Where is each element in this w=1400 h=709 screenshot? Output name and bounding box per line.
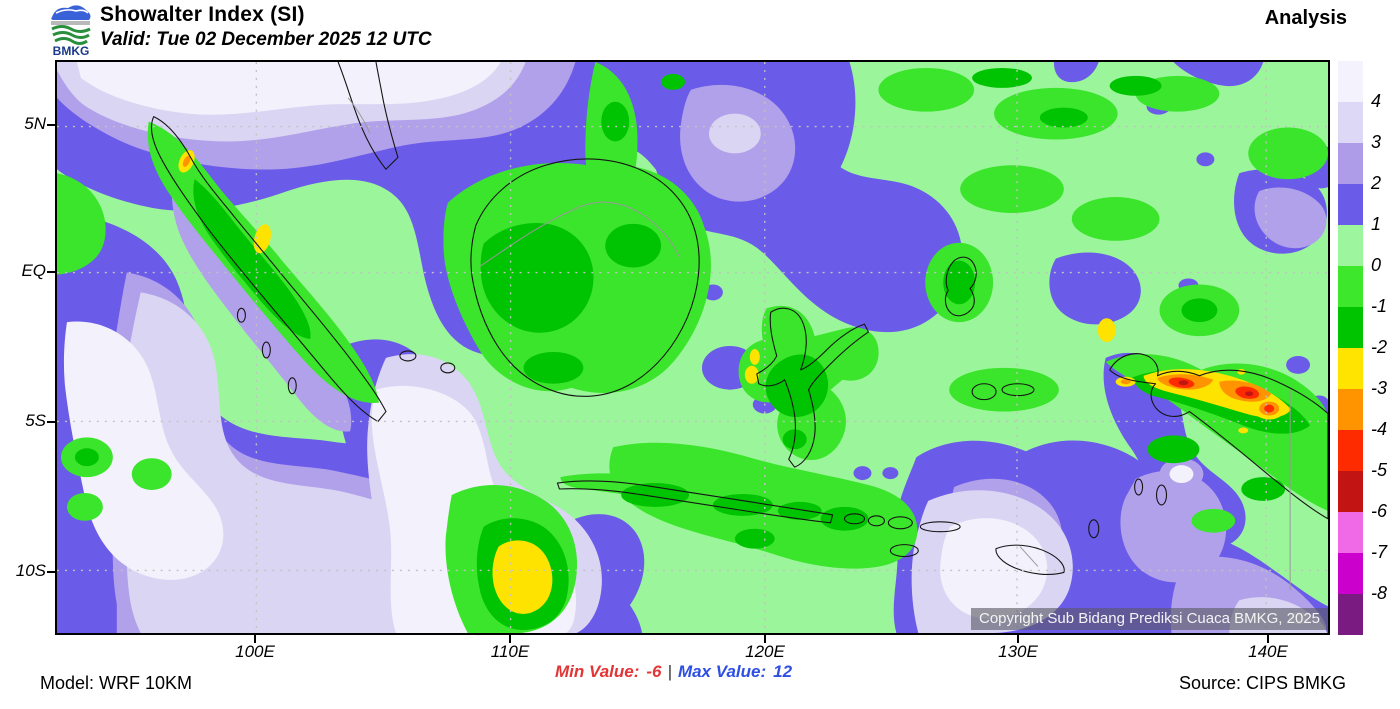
lat-tick-mark <box>47 421 55 423</box>
colorbar-segment <box>1338 143 1363 184</box>
minmax-line: Min Value: -6 | Max Value: 12 <box>555 662 792 682</box>
contour-dark-red <box>1178 380 1254 397</box>
colorbar-tick-label: 0 <box>1371 255 1382 275</box>
minmax-separator: | <box>667 662 672 681</box>
colorbar-segment <box>1338 266 1363 307</box>
max-value: 12 <box>773 662 793 681</box>
bmkg-logo: BMKG <box>51 5 91 58</box>
lat-tick-label: 10S <box>15 561 46 580</box>
country-borders <box>347 97 1291 591</box>
colorbar-segment <box>1338 430 1363 471</box>
colorbar-tick-label: -6 <box>1371 501 1388 521</box>
colorbar-segment <box>1338 594 1363 635</box>
colorbar-segment <box>1338 512 1363 553</box>
colorbar-tick-label: -7 <box>1371 542 1388 562</box>
page-title: Showalter Index (SI) <box>100 3 305 26</box>
analysis-label: Analysis <box>1264 7 1347 29</box>
lon-tick-label: 120E <box>745 642 785 661</box>
coastlines <box>151 62 1328 575</box>
colorbar-tick-label: -3 <box>1371 378 1388 398</box>
lon-tick-label: 140E <box>1248 642 1288 661</box>
lon-tick-mark <box>1267 635 1269 643</box>
min-value-label: Min Value: <box>555 662 640 681</box>
si-contour-map <box>57 62 1328 633</box>
colorbar-segment <box>1338 102 1363 143</box>
lon-tick-mark <box>509 635 511 643</box>
colorbar-tick-label: -4 <box>1371 419 1388 439</box>
valid-time: Valid: Tue 02 December 2025 12 UTC <box>100 29 432 50</box>
bmkg-logo-cloud <box>51 5 91 20</box>
colorbar-tick-label: 4 <box>1371 91 1382 111</box>
lat-tick-mark <box>47 571 55 573</box>
copyright-overlay: Copyright Sub Bidang Prediksi Cuaca BMKG… <box>970 608 1328 630</box>
source-label: Source: CIPS BMKG <box>1178 673 1346 693</box>
lat-tick-label: 5S <box>25 411 46 430</box>
lat-tick-mark <box>47 271 55 273</box>
model-label: Model: WRF 10KM <box>40 673 193 693</box>
lon-tick-label: 110E <box>490 642 530 661</box>
colorbar-tick-label: -2 <box>1371 337 1388 357</box>
bmkg-logo-band <box>51 21 90 25</box>
lon-tick-label: 130E <box>998 642 1038 661</box>
colorbar-segment <box>1338 184 1363 225</box>
contour-yellow <box>178 150 1292 614</box>
lon-tick-mark <box>254 635 256 643</box>
colorbar-tick-label: 1 <box>1371 214 1382 234</box>
lat-tick-label: EQ <box>21 261 46 280</box>
colorbar-segment <box>1338 61 1363 102</box>
colorbar-segment <box>1338 389 1363 430</box>
bmkg-logo-text: BMKG <box>53 44 90 58</box>
colorbar-tick-label: -1 <box>1371 296 1388 316</box>
lon-tick-mark <box>1017 635 1019 643</box>
lon-tick-label: 100E <box>235 642 275 661</box>
colorbar-segment <box>1338 348 1363 389</box>
colorbar-segment <box>1338 307 1363 348</box>
lat-tick-mark <box>47 124 55 126</box>
colorbar-tick-label: -8 <box>1371 583 1388 603</box>
lat-tick-label: 5N <box>24 114 46 133</box>
bmkg-logo-waves <box>51 25 91 45</box>
colorbar-segment <box>1338 553 1363 594</box>
colorbar-segment <box>1338 471 1363 512</box>
colorbar <box>1338 61 1363 635</box>
colorbar-tick-label: 2 <box>1371 173 1382 193</box>
map-canvas: Copyright Sub Bidang Prediksi Cuaca BMKG… <box>55 60 1330 635</box>
colorbar-segment <box>1338 225 1363 266</box>
lon-tick-mark <box>764 635 766 643</box>
max-value-label: Max Value: <box>677 662 767 681</box>
colorbar-tick-label: -5 <box>1371 460 1388 480</box>
colorbar-tick-label: 3 <box>1371 132 1382 152</box>
min-value: -6 <box>646 662 662 681</box>
